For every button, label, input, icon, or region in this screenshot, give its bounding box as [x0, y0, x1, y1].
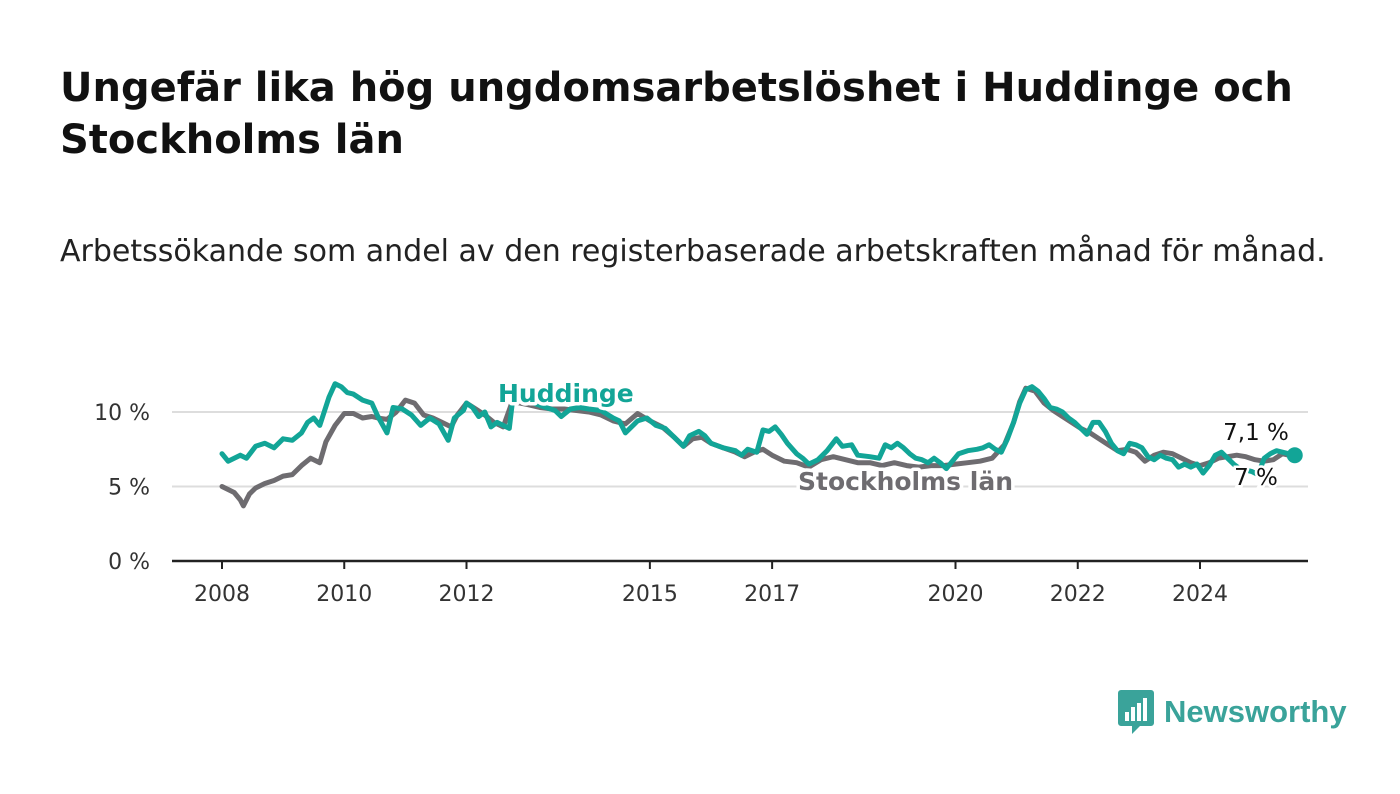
end-value-stockholms-lan: 7 % [1234, 465, 1278, 491]
series-label-stockholms-lan: Stockholms län [798, 467, 1013, 496]
x-tick-label: 2015 [622, 582, 678, 607]
series-end-marker [1286, 447, 1303, 464]
y-tick-label: 5 % [108, 476, 150, 501]
x-tick-label: 2022 [1050, 582, 1106, 607]
chart-subtitle: Arbetssökande som andel av den registerb… [60, 234, 1326, 269]
newsworthy-logo: Newsworthy [1118, 690, 1347, 734]
series-labels: Huddinge Stockholms län 7,1 % 7 % [495, 376, 1292, 500]
x-tick-label: 2010 [316, 582, 372, 607]
bar-chart-speech-bubble-icon [1118, 690, 1154, 734]
x-tick-label: 2008 [194, 582, 250, 607]
x-tick-label: 2024 [1172, 582, 1228, 607]
series-label-huddinge: Huddinge [498, 379, 634, 408]
y-axis: 0 % 5 % 10 % [94, 401, 150, 575]
chart-title: Ungefär lika hög ungdomsarbetslöshet i H… [60, 65, 1293, 163]
y-tick-label: 0 % [108, 550, 150, 575]
end-value-huddinge: 7,1 % [1223, 420, 1289, 446]
series-lines [219, 381, 1303, 509]
y-tick-label: 10 % [94, 401, 150, 426]
x-tick-label: 2020 [928, 582, 984, 607]
series-line-huddinge [219, 381, 1298, 478]
brand-name: Newsworthy [1164, 694, 1347, 729]
gridlines [172, 411, 1308, 488]
x-axis: 2008 2010 2012 2015 2017 2020 2022 2024 [172, 559, 1308, 607]
x-tick-label: 2017 [744, 582, 800, 607]
x-tick-label: 2012 [439, 582, 495, 607]
